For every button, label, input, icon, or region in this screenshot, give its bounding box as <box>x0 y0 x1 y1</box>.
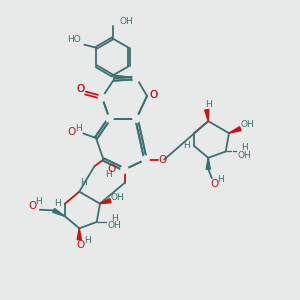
Text: H: H <box>105 170 111 179</box>
Polygon shape <box>77 228 81 240</box>
Text: HO: HO <box>67 35 81 44</box>
Polygon shape <box>205 110 209 121</box>
Polygon shape <box>206 158 210 169</box>
Text: H: H <box>241 143 248 152</box>
Circle shape <box>121 166 128 173</box>
Circle shape <box>106 115 113 122</box>
Text: O: O <box>149 89 158 100</box>
Text: H: H <box>35 197 42 206</box>
Text: O: O <box>107 164 115 175</box>
Text: H: H <box>218 175 224 184</box>
Polygon shape <box>100 199 111 204</box>
Text: OH: OH <box>110 193 124 202</box>
Circle shape <box>98 94 106 101</box>
Text: O: O <box>76 84 84 94</box>
Text: O: O <box>149 89 158 100</box>
Text: OH: OH <box>120 17 134 26</box>
Text: O: O <box>76 84 84 94</box>
Circle shape <box>142 156 149 163</box>
Polygon shape <box>229 127 241 133</box>
Text: OH: OH <box>108 221 122 230</box>
Text: O: O <box>67 127 76 137</box>
Circle shape <box>133 74 140 82</box>
Polygon shape <box>52 208 65 216</box>
Text: H: H <box>183 141 190 150</box>
Text: H: H <box>111 214 118 223</box>
Circle shape <box>133 115 140 122</box>
Text: H: H <box>84 236 91 245</box>
Text: O: O <box>159 154 167 165</box>
Text: H: H <box>54 199 61 208</box>
Text: O: O <box>29 201 37 211</box>
Text: O: O <box>211 178 219 189</box>
Text: OH: OH <box>240 120 254 129</box>
Text: H: H <box>205 100 211 109</box>
Text: O: O <box>76 240 85 250</box>
Text: OH: OH <box>238 151 251 160</box>
Text: H: H <box>75 124 82 133</box>
Text: H: H <box>80 178 87 187</box>
